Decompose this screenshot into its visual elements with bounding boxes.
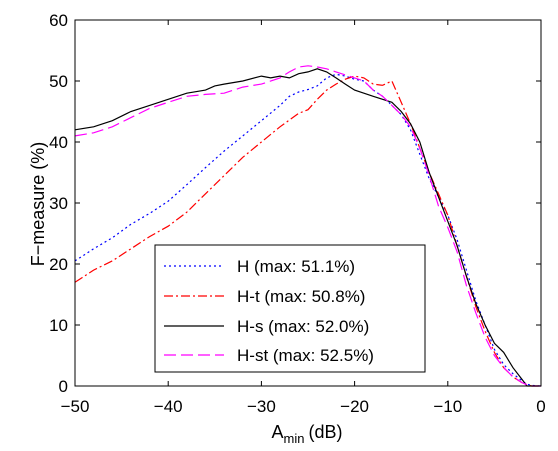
y-tick-label-5: 50 (49, 72, 68, 91)
x-tick-label-5: 0 (536, 397, 545, 416)
x-axis-label-unit: (dB) (308, 422, 342, 442)
y-tick-label-4: 40 (49, 133, 68, 152)
series-layer (74, 65, 542, 387)
series-line-1 (74, 75, 541, 387)
x-tick-label-4: −10 (433, 397, 462, 416)
legend-label-h-s: H-s (max: 52.0%) (237, 317, 369, 336)
legend: H (max: 51.1%) H-t (max: 50.8%) H-s (max… (154, 244, 426, 373)
y-tick-label-0: 0 (59, 377, 68, 396)
x-axis-label-main: A (272, 422, 284, 442)
x-axis-label: Amin (dB) (272, 422, 343, 446)
y-tick-label-2: 20 (49, 255, 68, 274)
x-tick-label-1: −40 (154, 397, 183, 416)
legend-label-h: H (max: 51.1%) (237, 257, 355, 276)
y-tick-label-1: 10 (49, 316, 68, 335)
series-line-2 (74, 68, 541, 387)
x-axis-label-subscript: min (284, 431, 305, 446)
legend-label-h-t: H-t (max: 50.8%) (237, 287, 365, 306)
x-tick-label-3: −20 (340, 397, 369, 416)
x-tick-label-2: −30 (247, 397, 276, 416)
series-line-3 (74, 65, 541, 387)
ticks-layer: −50 −40 −30 −20 −10 0 0 10 20 30 40 50 60 (49, 11, 546, 416)
y-tick-label-6: 60 (49, 11, 68, 30)
y-tick-label-3: 30 (49, 194, 68, 213)
legend-label-h-st: H-st (max: 52.5%) (237, 346, 374, 365)
y-axis-label: F−measure (%) (28, 142, 48, 267)
x-tick-label-0: −50 (61, 397, 90, 416)
